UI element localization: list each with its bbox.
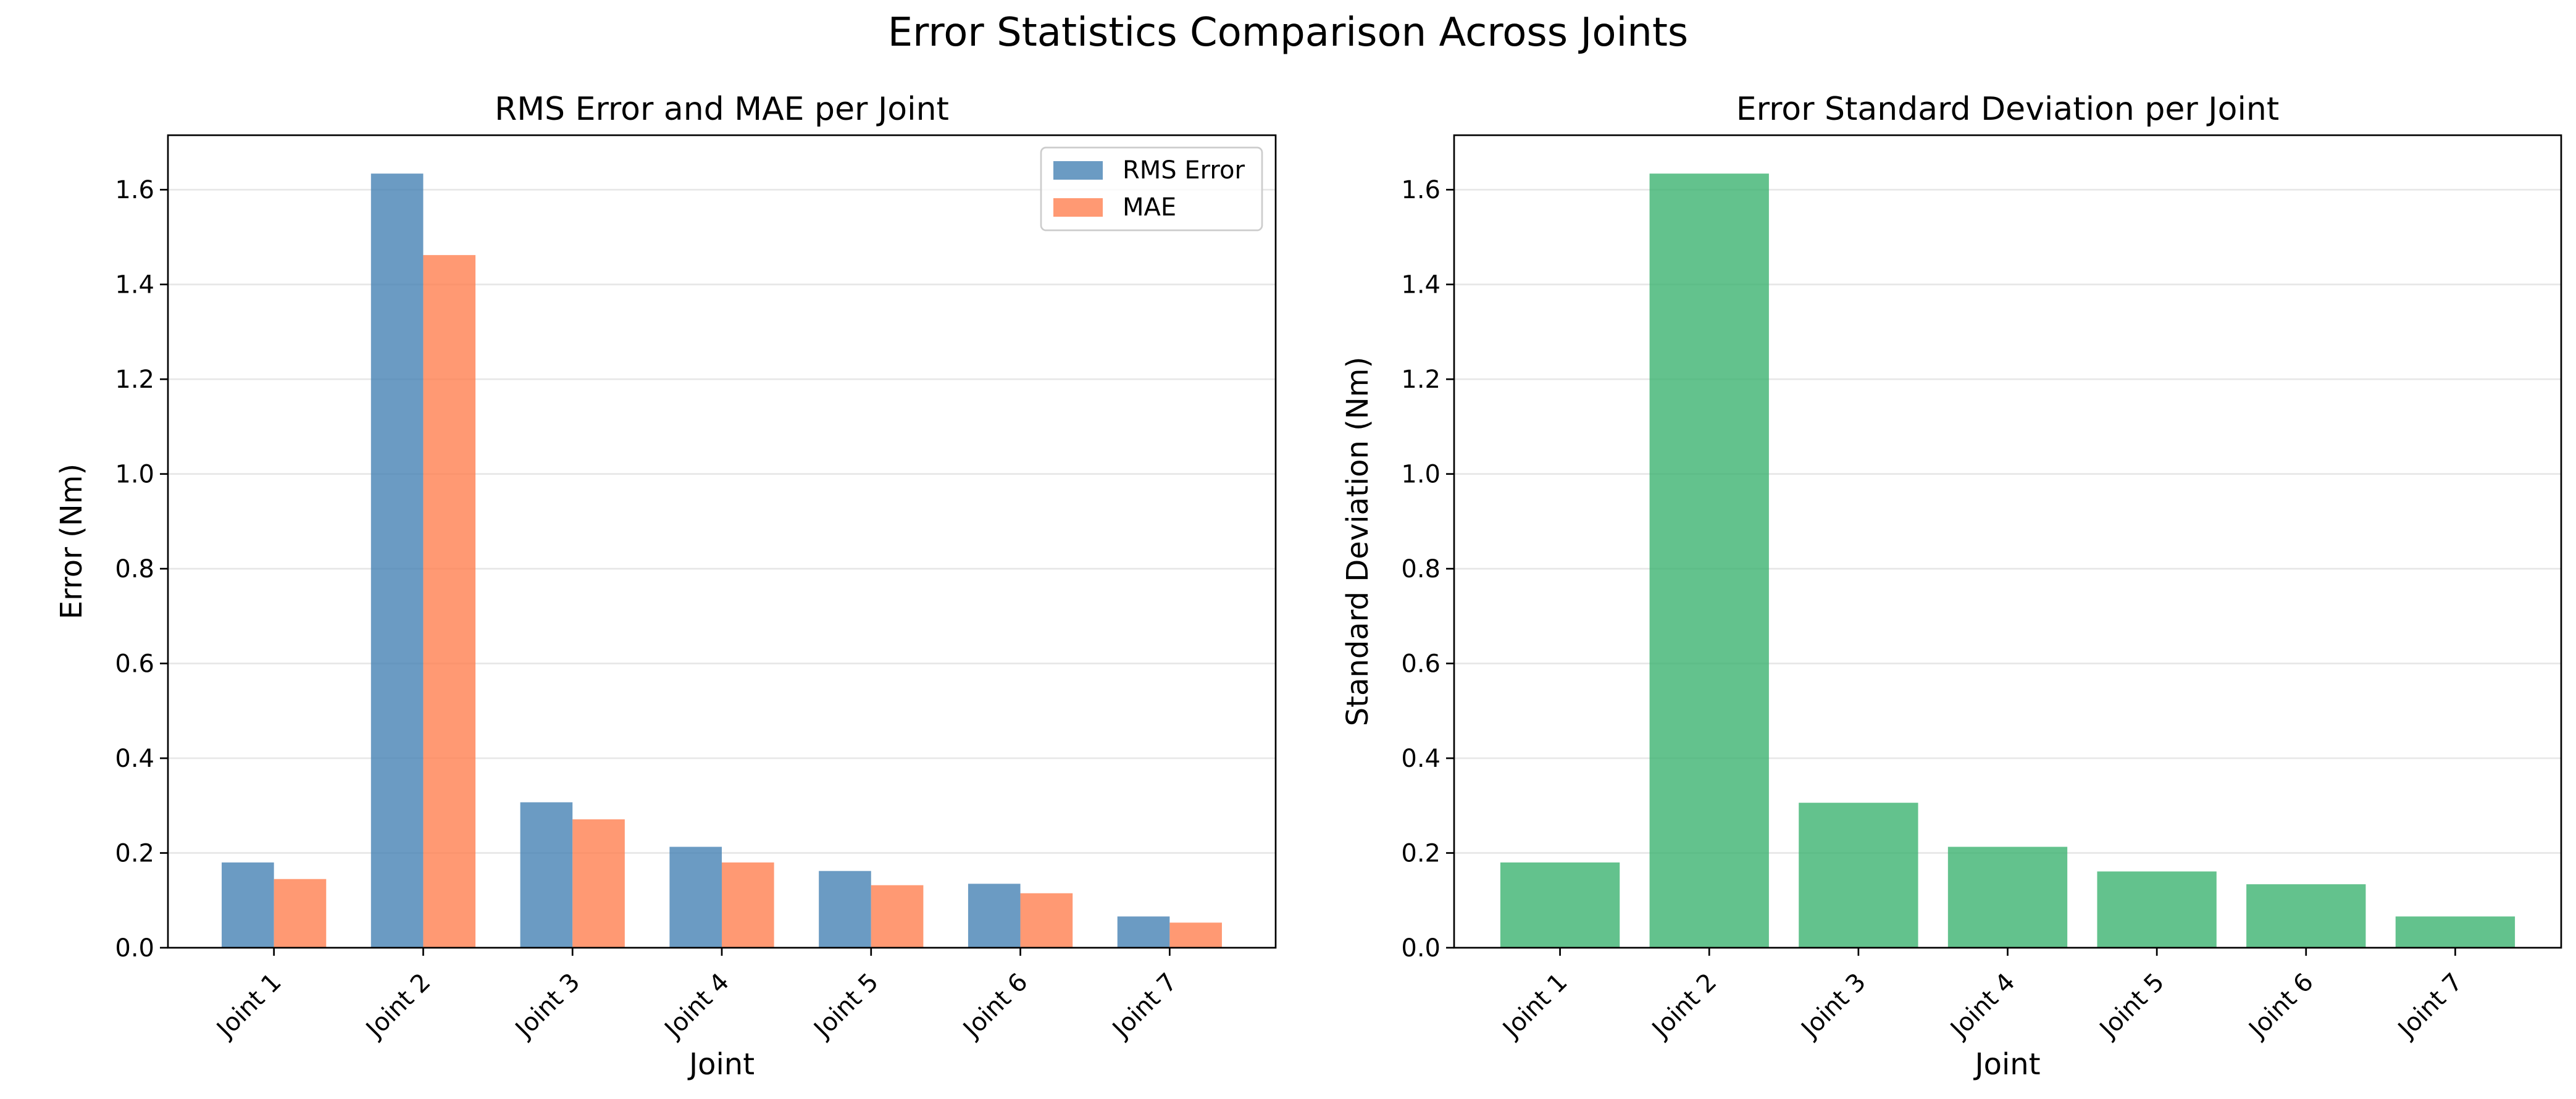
legend-swatch — [1053, 198, 1103, 217]
y-tick-label: 1.2 — [115, 366, 154, 394]
axes-frame — [167, 134, 1277, 949]
y-tick-label: 0.8 — [1401, 555, 1441, 583]
legend: RMS Error MAE — [1040, 146, 1263, 232]
y-tick-label: 0.2 — [1401, 840, 1441, 868]
y-axis-label: Error (Nm) — [54, 464, 89, 619]
bar-mae-1 — [274, 879, 327, 948]
y-tick-label: 0.0 — [1401, 934, 1441, 963]
bar-std-dev-7 — [2395, 916, 2515, 948]
bar-mae-2 — [423, 255, 476, 948]
x-axis-label: Joint — [687, 1047, 755, 1082]
y-tick-label: 0.8 — [115, 555, 154, 583]
bar-rms-error-4 — [669, 846, 722, 948]
y-tick-label: 0.0 — [115, 934, 154, 963]
axes-title: Error Standard Deviation per Joint — [1736, 91, 2279, 128]
x-axis-label: Joint — [1973, 1047, 2040, 1082]
axes-title: RMS Error and MAE per Joint — [495, 91, 949, 128]
y-tick-label: 0.2 — [115, 840, 154, 868]
bar-std-dev-5 — [2097, 871, 2217, 948]
bar-std-dev-2 — [1649, 173, 1769, 948]
legend-swatch — [1053, 161, 1103, 180]
y-tick-label: 1.4 — [1401, 271, 1441, 299]
bar-rms-error-3 — [520, 802, 573, 948]
y-axis-label: Standard Deviation (Nm) — [1340, 357, 1375, 727]
legend-label: MAE — [1123, 193, 1176, 222]
bar-std-dev-1 — [1500, 862, 1620, 948]
legend-label: RMS Error — [1123, 156, 1245, 185]
bar-std-dev-6 — [2246, 884, 2366, 948]
bar-rms-error-5 — [819, 871, 871, 948]
y-tick-label: 1.2 — [1401, 366, 1441, 394]
y-tick-label: 0.4 — [1401, 745, 1441, 773]
bar-mae-5 — [871, 885, 924, 948]
y-tick-label: 0.6 — [1401, 650, 1441, 679]
y-tick-label: 1.6 — [1401, 176, 1441, 204]
axes-frame — [1453, 134, 2562, 949]
bar-mae-3 — [572, 819, 625, 948]
bar-mae-7 — [1169, 922, 1222, 948]
bar-rms-error-6 — [968, 884, 1021, 948]
y-tick-label: 1.6 — [115, 176, 154, 204]
y-tick-label: 0.6 — [115, 650, 154, 679]
y-tick-label: 1.0 — [1401, 461, 1441, 489]
bar-std-dev-4 — [1947, 846, 2068, 948]
bar-mae-4 — [722, 862, 774, 948]
bar-std-dev-3 — [1799, 803, 1918, 948]
y-tick-label: 1.4 — [115, 271, 154, 299]
bar-rms-error-1 — [222, 862, 274, 948]
bar-rms-error-7 — [1117, 916, 1170, 948]
y-tick-label: 1.0 — [115, 461, 154, 489]
y-tick-label: 0.4 — [115, 745, 154, 773]
figure-suptitle: Error Statistics Comparison Across Joint… — [888, 10, 1689, 56]
bar-mae-6 — [1020, 893, 1073, 948]
bar-rms-error-2 — [370, 173, 424, 948]
